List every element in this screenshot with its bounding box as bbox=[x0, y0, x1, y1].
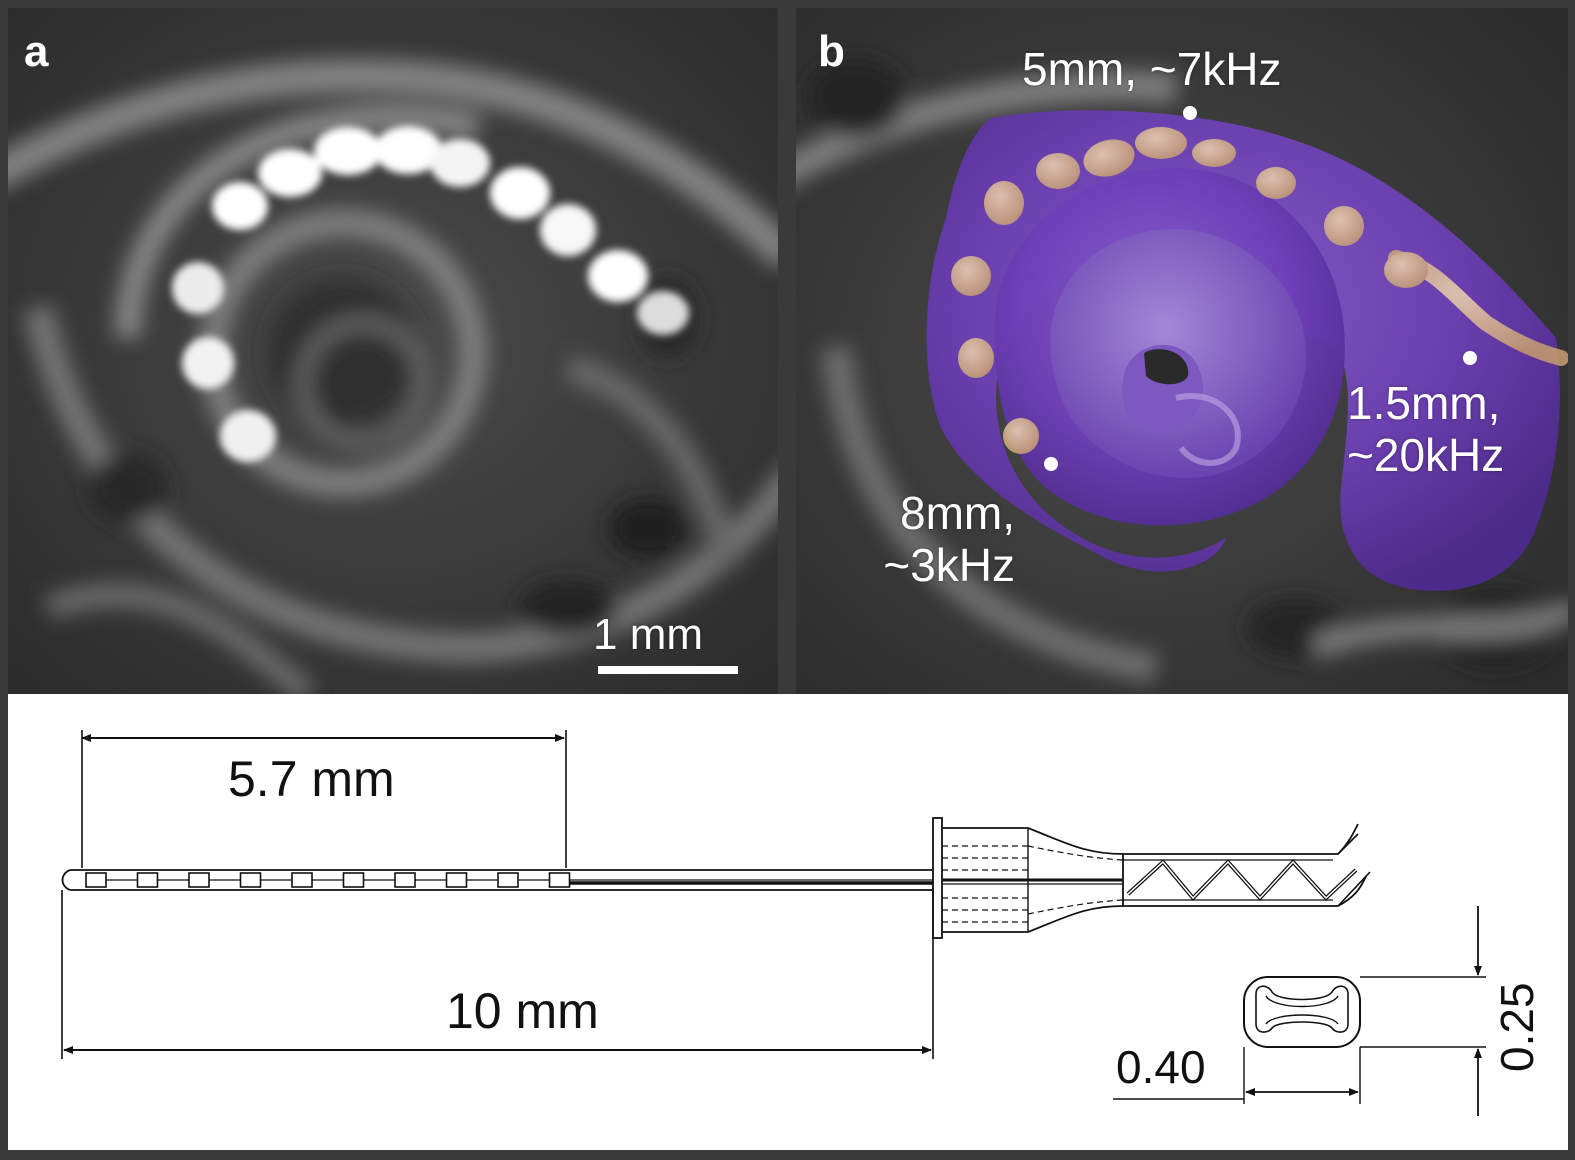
panel-b-label: b bbox=[818, 27, 845, 76]
electrode-contact bbox=[342, 872, 365, 888]
annotation-8mm-line1: 8mm, bbox=[900, 487, 1015, 539]
panel-a-label: a bbox=[24, 27, 49, 76]
electrode-contact bbox=[85, 872, 107, 888]
electrode-contact bbox=[394, 872, 416, 888]
annotation-5mm-line1: 5mm, ~7kHz bbox=[1022, 43, 1282, 95]
electrode-contacts bbox=[85, 872, 571, 888]
electrode-array-contacts bbox=[951, 127, 1568, 454]
label-shank-length: 10 mm bbox=[446, 983, 599, 1039]
cochlea-render bbox=[796, 8, 1568, 694]
marker-dot-5mm bbox=[1183, 106, 1197, 120]
electrode-shank bbox=[61, 869, 933, 891]
electrode-contact bbox=[239, 872, 262, 888]
electrode-contact bbox=[445, 872, 468, 888]
scale-bar-label: 1 mm bbox=[593, 610, 703, 659]
annotation-1-5mm-line2: ~20kHz bbox=[1347, 428, 1505, 481]
electrode-technical-drawing bbox=[61, 730, 1486, 1116]
annotation-5mm: 5mm, ~7kHz bbox=[1022, 43, 1282, 96]
label-width: 0.40 bbox=[1116, 1041, 1206, 1093]
scale-bar: 1 mm bbox=[593, 610, 743, 680]
ct-scan-image bbox=[8, 8, 778, 694]
panel-c-electrode-drawing: 5.7 mm 10 mm 0.40 0.25 bbox=[8, 694, 1568, 1150]
scale-bar-line bbox=[598, 666, 738, 674]
cross-section-outer bbox=[1243, 976, 1361, 1048]
electrode-contact bbox=[136, 872, 159, 888]
annotation-1-5mm-line1: 1.5mm, bbox=[1347, 377, 1501, 429]
electrode-contact bbox=[188, 872, 210, 888]
cross-section-inner bbox=[1255, 985, 1349, 1033]
annotation-8mm-line2: ~3kHz bbox=[883, 538, 1015, 591]
marker-dot-1-5mm bbox=[1463, 351, 1477, 365]
label-contact-span: 5.7 mm bbox=[228, 751, 395, 807]
annotation-8mm: 8mm, ~3kHz bbox=[880, 487, 1015, 592]
annotation-1-5mm: 1.5mm, ~20kHz bbox=[1347, 377, 1505, 482]
panel-a-ct-image: a 1 mm bbox=[8, 8, 778, 694]
electrode-contact bbox=[548, 872, 571, 888]
label-height: 0.25 bbox=[1491, 982, 1543, 1072]
panel-b-cochlea-reconstruction: b 5mm, ~7kHz 1.5mm, ~20kHz 8mm, ~3kHz bbox=[796, 8, 1568, 694]
marker-dot-8mm bbox=[1044, 457, 1058, 471]
electrode-contact bbox=[291, 872, 313, 888]
electrode-contact bbox=[497, 872, 519, 888]
